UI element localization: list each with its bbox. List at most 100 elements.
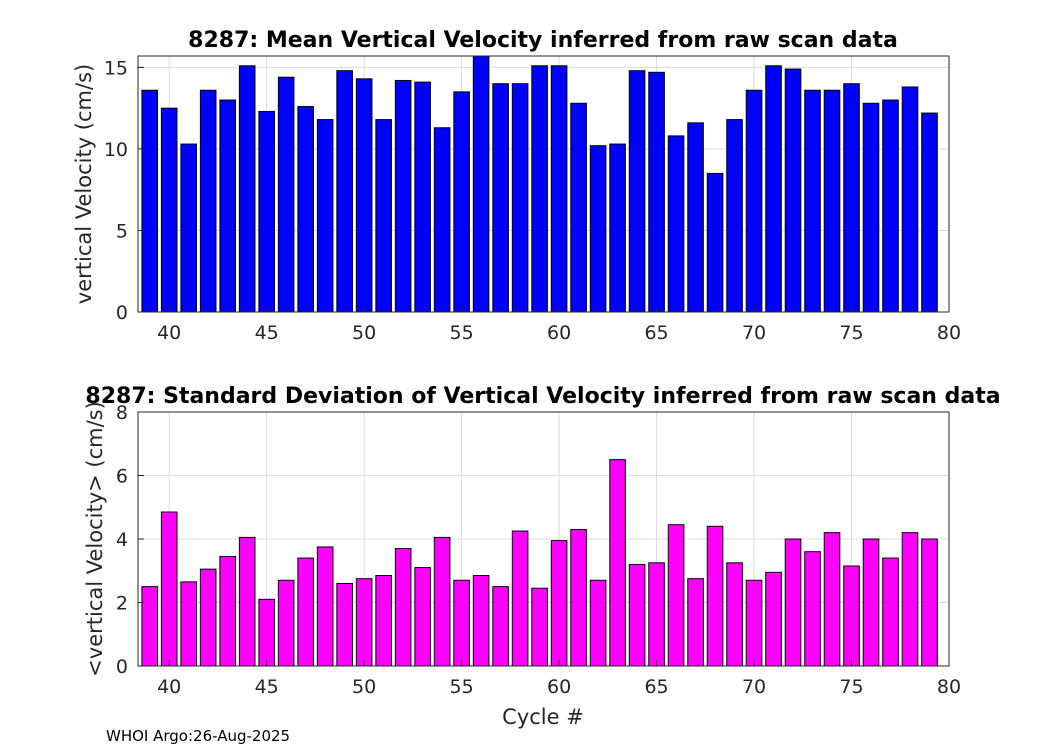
top-x-tick-label: 60	[547, 322, 571, 344]
top-bar-cycle-47	[297, 106, 314, 313]
bottom-bar-cycle-52	[394, 548, 412, 667]
top-bar-cycle-77	[882, 99, 899, 313]
top-x-tick-label: 55	[450, 322, 474, 344]
bottom-bar-cycle-66	[667, 524, 685, 667]
top-bar-cycle-63	[609, 143, 626, 313]
top-bar-cycle-40	[160, 107, 178, 313]
bottom-y-tick-label: 6	[116, 466, 128, 488]
top-bar-cycle-54	[433, 127, 451, 313]
bottom-bars	[141, 459, 938, 667]
bottom-bar-cycle-43	[219, 555, 236, 667]
top-y-tick-label: 15	[104, 57, 128, 79]
bottom-bar-cycle-41	[180, 581, 197, 667]
top-bar-cycle-66	[667, 135, 685, 313]
top-bar-cycle-61	[570, 102, 587, 313]
bottom-bar-cycle-72	[784, 538, 802, 667]
stddev-velocity-chart: 40 45 50 55 60 65 70 75 80 0 2 4 6 8 8287: Standard D…	[83, 384, 1001, 729]
bottom-bar-cycle-45	[258, 598, 275, 667]
top-bar-cycle-76	[862, 102, 880, 313]
bottom-bar-cycle-62	[589, 579, 607, 667]
bottom-y-tick-label: 0	[116, 656, 128, 678]
mean-velocity-chart: 40 45 50 55 60 65 70 75 80 0 5 10 15 8287: Mean Vert…	[72, 28, 961, 344]
top-chart-title: 8287: Mean Vertical Velocity inferred fr…	[188, 28, 898, 53]
bottom-bar-cycle-42	[199, 568, 217, 667]
top-bar-cycle-74	[823, 89, 841, 313]
top-x-tick-label: 50	[352, 322, 376, 344]
top-bar-cycle-71	[765, 65, 782, 313]
bottom-bar-cycle-40	[160, 511, 178, 667]
bottom-bar-cycle-77	[882, 557, 899, 667]
bottom-bar-cycle-67	[687, 578, 704, 667]
top-bar-cycle-43	[219, 99, 236, 313]
top-bar-cycle-57	[492, 83, 509, 313]
footer-text: WHOI Argo:26-Aug-2025	[106, 727, 290, 745]
top-x-tick-label: 80	[937, 322, 961, 344]
bottom-y-axis-label: <vertical Velocity> (cm/s)	[83, 401, 107, 677]
bottom-bar-cycle-69	[726, 562, 743, 667]
top-bar-cycle-46	[277, 76, 295, 313]
top-bar-cycle-44	[238, 65, 256, 313]
top-bar-cycle-52	[394, 79, 412, 313]
top-y-tick-label: 10	[104, 139, 128, 161]
top-bar-cycle-42	[199, 89, 217, 313]
top-y-tick-label: 5	[116, 220, 128, 242]
top-bar-cycle-53	[414, 81, 431, 313]
bottom-chart-title: 8287: Standard Deviation of Vertical Vel…	[85, 384, 1000, 409]
top-bar-cycle-59	[531, 65, 548, 313]
top-y-tick-label: 0	[116, 302, 128, 324]
bottom-bar-cycle-65	[648, 562, 665, 667]
bottom-x-axis-label: Cycle #	[502, 705, 584, 729]
top-bar-cycle-56	[472, 55, 490, 313]
top-bar-cycle-79	[921, 112, 938, 313]
top-x-tick-label: 45	[255, 322, 279, 344]
bottom-bar-cycle-78	[901, 532, 919, 667]
top-y-axis-label: vertical Velocity (cm/s)	[72, 64, 96, 304]
bottom-bar-cycle-51	[375, 575, 392, 667]
top-bar-cycle-67	[687, 122, 704, 313]
top-bar-cycle-60	[550, 65, 568, 313]
bottom-bar-cycle-56	[472, 575, 490, 667]
top-x-tick-label: 75	[839, 322, 863, 344]
top-bar-cycle-49	[336, 70, 353, 313]
top-bar-cycle-41	[180, 143, 197, 313]
bottom-y-tick-label: 8	[116, 402, 128, 424]
bottom-bar-cycle-50	[355, 578, 373, 667]
bottom-bar-cycle-39	[141, 586, 158, 667]
top-bar-cycle-50	[355, 78, 373, 313]
bottom-bar-cycle-70	[745, 579, 763, 667]
top-bar-cycle-39	[141, 89, 158, 313]
top-bar-cycle-78	[901, 86, 919, 313]
bottom-x-tick-label: 70	[742, 676, 766, 698]
bottom-bar-cycle-61	[570, 528, 587, 667]
bottom-x-tick-label: 50	[352, 676, 376, 698]
bottom-bar-cycle-75	[843, 565, 860, 667]
top-bars	[141, 55, 938, 313]
bottom-bar-cycle-53	[414, 567, 431, 667]
bottom-bar-cycle-60	[550, 540, 568, 667]
top-bar-cycle-72	[784, 68, 802, 313]
top-bar-cycle-58	[511, 83, 529, 313]
top-bar-cycle-68	[706, 172, 724, 313]
top-bar-cycle-48	[316, 119, 334, 313]
bottom-x-tick-label: 65	[644, 676, 668, 698]
top-bar-cycle-65	[648, 71, 665, 313]
bottom-bar-cycle-63	[609, 459, 626, 667]
bottom-x-tick-label: 45	[255, 676, 279, 698]
top-bar-cycle-51	[375, 119, 392, 313]
top-bar-cycle-64	[628, 70, 646, 313]
bottom-bar-cycle-74	[823, 532, 841, 667]
top-plot-frame	[137, 55, 950, 313]
bottom-bar-cycle-54	[433, 536, 451, 667]
bottom-x-tick-label: 55	[450, 676, 474, 698]
top-x-tick-label: 70	[742, 322, 766, 344]
top-bar-cycle-55	[453, 91, 470, 313]
bottom-x-tick-label: 60	[547, 676, 571, 698]
top-bar-cycle-73	[804, 89, 821, 313]
bottom-bar-cycle-71	[765, 571, 782, 667]
bottom-x-tick-label: 40	[157, 676, 181, 698]
bottom-x-tick-label: 80	[937, 676, 961, 698]
bottom-bar-cycle-76	[862, 538, 880, 667]
top-bar-cycle-62	[589, 145, 607, 313]
bottom-bar-cycle-47	[297, 557, 314, 667]
